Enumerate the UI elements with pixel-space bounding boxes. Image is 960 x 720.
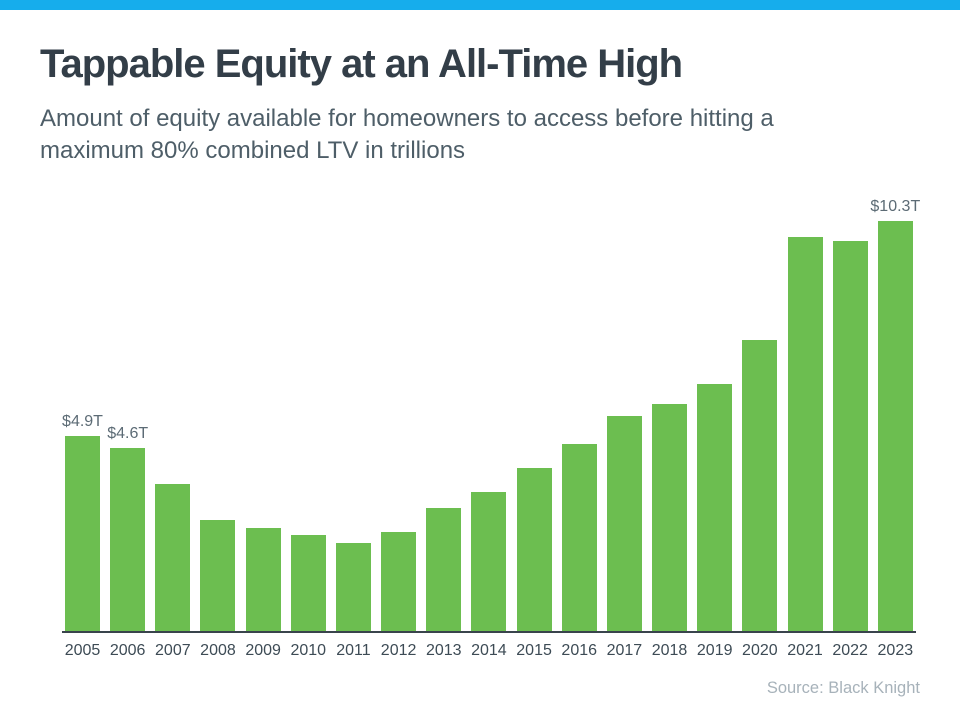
page-title: Tappable Equity at an All-Time High <box>40 42 683 86</box>
x-axis-tick-2013: 2013 <box>425 642 462 659</box>
bar-2017: 2017 <box>607 416 642 659</box>
chart-subtitle: Amount of equity available for homeowner… <box>40 105 774 164</box>
bar-2012: 2012 <box>381 531 416 659</box>
bar-2023: $10.3T 2023 <box>870 198 920 659</box>
x-axis-tick-2007: 2007 <box>155 642 191 659</box>
x-axis-tick-2008: 2008 <box>200 642 236 659</box>
bar-value-label-2006: $4.6T <box>107 424 149 442</box>
x-axis-tick-2006: 2006 <box>109 642 146 659</box>
x-axis-tick-2022: 2022 <box>832 642 868 659</box>
x-axis-tick-2009: 2009 <box>245 642 281 659</box>
bar-2019: 2019 <box>697 384 732 659</box>
x-axis-tick-2017: 2017 <box>606 642 643 659</box>
x-axis-tick-2011: 2011 <box>336 642 371 659</box>
x-axis-tick-2014: 2014 <box>471 642 507 659</box>
x-axis-tick-2005: 2005 <box>64 642 101 659</box>
bar-2009: 2009 <box>245 527 281 659</box>
bar-2020: 2020 <box>742 340 778 659</box>
bar-2022: 2022 <box>832 240 868 659</box>
bar-2015: 2015 <box>516 467 552 659</box>
bar-2016: 2016 <box>561 443 597 659</box>
bar-2021: 2021 <box>787 236 823 659</box>
x-axis-tick-2015: 2015 <box>516 642 552 659</box>
source-attribution: Source: Black Knight <box>766 679 920 697</box>
bar-2006: $4.6T 2006 <box>107 425 148 659</box>
x-axis-tick-2012: 2012 <box>380 642 417 659</box>
bar-2013: 2013 <box>426 507 462 659</box>
x-axis-tick-2020: 2020 <box>742 642 778 659</box>
bar-2007: 2007 <box>155 483 191 659</box>
x-axis-tick-2021: 2021 <box>787 642 823 659</box>
bar-2010: 2010 <box>290 535 326 659</box>
bar-2008: 2008 <box>200 519 236 659</box>
bar-2005: $4.9T 2005 <box>62 413 103 659</box>
x-axis-tick-2019: 2019 <box>696 642 733 659</box>
bar-2014: 2014 <box>471 491 507 659</box>
x-axis-tick-2018: 2018 <box>651 642 688 659</box>
top-accent-bar <box>0 0 960 10</box>
x-axis-tick-2010: 2010 <box>290 642 327 659</box>
bar-value-label-2023: $10.3T <box>870 197 921 215</box>
bar-value-label-2005: $4.9T <box>62 412 103 430</box>
bar-2011: 2011 <box>335 543 371 659</box>
x-axis-tick-2016: 2016 <box>561 642 598 659</box>
x-axis-tick-2023: 2023 <box>877 642 914 659</box>
bar-2018: 2018 <box>652 404 687 659</box>
bar-chart: $4.9T 2005 $4.6T 2006 2007 2008 2009 2010 2011 20… <box>62 195 920 659</box>
